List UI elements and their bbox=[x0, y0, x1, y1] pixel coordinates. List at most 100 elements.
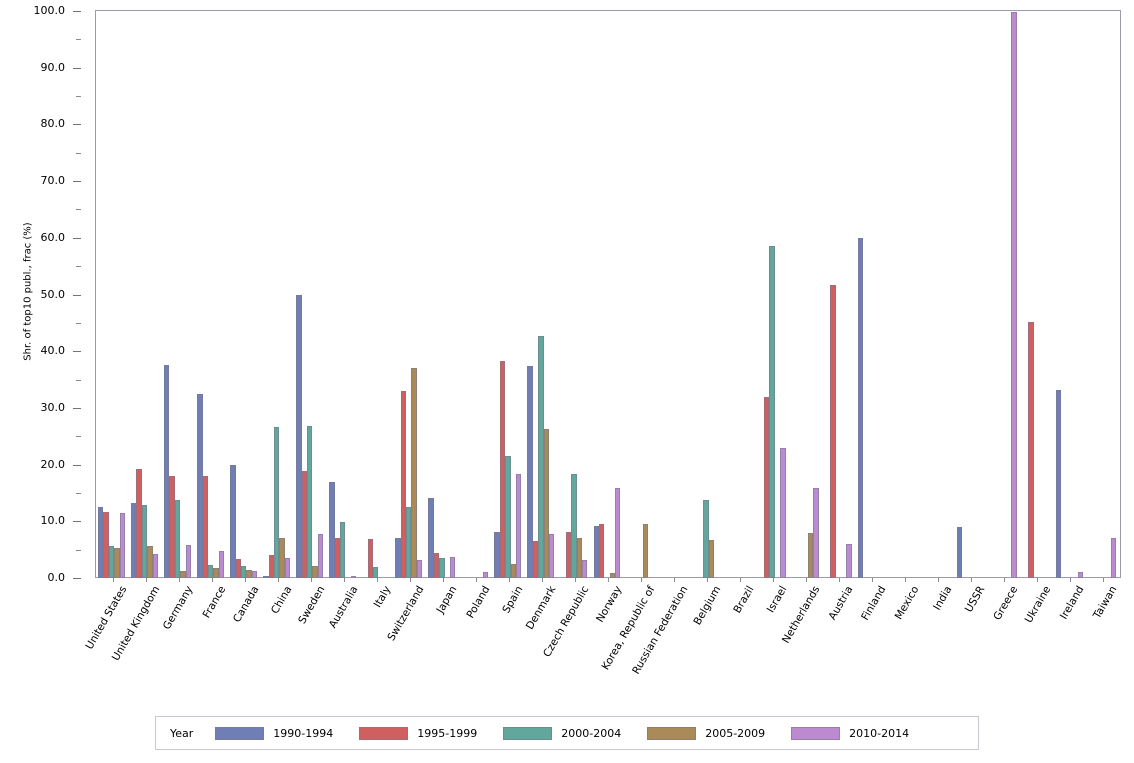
bar[interactable] bbox=[538, 335, 544, 578]
legend-swatch bbox=[359, 726, 409, 740]
bar[interactable] bbox=[505, 456, 511, 578]
bar[interactable] bbox=[499, 360, 506, 578]
legend-item[interactable]: 2010-2014 bbox=[791, 726, 909, 740]
legend-label: 1995-1999 bbox=[417, 726, 478, 740]
bar[interactable] bbox=[213, 567, 219, 578]
bar[interactable] bbox=[846, 543, 852, 578]
bar[interactable] bbox=[769, 246, 775, 578]
bar[interactable] bbox=[235, 559, 241, 578]
bar[interactable] bbox=[98, 507, 104, 578]
bar[interactable] bbox=[340, 522, 346, 578]
bar[interactable] bbox=[246, 569, 252, 578]
bar[interactable] bbox=[279, 538, 285, 578]
bar[interactable] bbox=[136, 469, 142, 578]
bar[interactable] bbox=[813, 487, 819, 578]
bar[interactable] bbox=[956, 526, 963, 578]
bar[interactable] bbox=[197, 393, 203, 578]
bar[interactable] bbox=[571, 474, 577, 578]
bar[interactable] bbox=[764, 397, 770, 578]
bar[interactable] bbox=[543, 429, 549, 578]
x-tick-mark bbox=[938, 578, 940, 582]
bar[interactable] bbox=[708, 540, 715, 578]
bar[interactable] bbox=[152, 553, 159, 578]
bar[interactable] bbox=[202, 475, 208, 578]
bar[interactable] bbox=[131, 503, 137, 578]
bar[interactable] bbox=[174, 500, 181, 578]
bar[interactable] bbox=[147, 546, 153, 578]
bar[interactable] bbox=[515, 473, 522, 578]
bar[interactable] bbox=[830, 285, 836, 578]
bar[interactable] bbox=[510, 563, 516, 578]
y-tick-mark bbox=[76, 39, 81, 41]
bar[interactable] bbox=[164, 365, 170, 578]
bar[interactable] bbox=[449, 557, 456, 578]
bar[interactable] bbox=[334, 538, 341, 578]
bar[interactable] bbox=[527, 365, 533, 578]
bar[interactable] bbox=[411, 368, 417, 578]
bar[interactable] bbox=[576, 538, 583, 578]
bars-layer bbox=[96, 11, 1120, 578]
bar[interactable] bbox=[180, 571, 186, 578]
x-tick-mark bbox=[574, 578, 576, 582]
bar[interactable] bbox=[494, 531, 500, 578]
bar[interactable] bbox=[240, 566, 247, 578]
bar[interactable] bbox=[807, 533, 814, 578]
bar[interactable] bbox=[615, 488, 621, 578]
bar[interactable] bbox=[532, 540, 539, 578]
bar-group bbox=[263, 11, 291, 578]
bar[interactable] bbox=[141, 504, 148, 578]
bar[interactable] bbox=[317, 533, 324, 578]
bar[interactable] bbox=[582, 560, 588, 578]
legend-item[interactable]: 1990-1994 bbox=[215, 726, 333, 740]
bar[interactable] bbox=[218, 551, 225, 578]
bar[interactable] bbox=[1055, 389, 1062, 578]
bar[interactable] bbox=[268, 555, 274, 578]
bar[interactable] bbox=[301, 471, 307, 578]
bar[interactable] bbox=[406, 507, 412, 578]
bar[interactable] bbox=[207, 564, 214, 578]
x-tick-mark bbox=[343, 578, 345, 582]
legend-item[interactable]: 1995-1999 bbox=[359, 726, 478, 740]
bar[interactable] bbox=[373, 566, 379, 578]
bar[interactable] bbox=[307, 426, 313, 578]
bar[interactable] bbox=[350, 575, 357, 578]
bar[interactable] bbox=[428, 497, 434, 578]
bar[interactable] bbox=[312, 565, 318, 578]
bar[interactable] bbox=[703, 499, 709, 578]
bar[interactable] bbox=[230, 464, 236, 578]
bar[interactable] bbox=[433, 553, 440, 578]
bar[interactable] bbox=[780, 448, 786, 578]
bar[interactable] bbox=[296, 294, 302, 578]
bar[interactable] bbox=[565, 531, 572, 578]
bar[interactable] bbox=[103, 511, 109, 578]
bar[interactable] bbox=[263, 576, 269, 578]
bar[interactable] bbox=[395, 538, 401, 578]
bar[interactable] bbox=[1011, 12, 1017, 578]
bar[interactable] bbox=[642, 524, 649, 578]
y-tick-label: 50.0 bbox=[40, 287, 66, 301]
bar[interactable] bbox=[1028, 322, 1034, 578]
bar[interactable] bbox=[482, 572, 489, 578]
bar[interactable] bbox=[593, 525, 599, 578]
bar[interactable] bbox=[1077, 572, 1083, 578]
legend-item[interactable]: 2005-2009 bbox=[647, 726, 765, 740]
bar[interactable] bbox=[284, 558, 291, 578]
bar[interactable] bbox=[108, 545, 115, 578]
bar[interactable] bbox=[1110, 538, 1116, 578]
bar[interactable] bbox=[609, 572, 616, 578]
bar[interactable] bbox=[185, 544, 192, 578]
bar[interactable] bbox=[329, 481, 335, 578]
bar[interactable] bbox=[549, 534, 555, 578]
bar[interactable] bbox=[114, 547, 120, 578]
bar[interactable] bbox=[251, 571, 258, 578]
bar[interactable] bbox=[416, 559, 423, 578]
bar[interactable] bbox=[598, 523, 605, 578]
bar[interactable] bbox=[367, 539, 374, 578]
legend-item[interactable]: 2000-2004 bbox=[503, 726, 621, 740]
bar[interactable] bbox=[119, 512, 125, 578]
bar[interactable] bbox=[400, 390, 407, 578]
bar[interactable] bbox=[439, 557, 445, 578]
bar[interactable] bbox=[857, 238, 864, 578]
bar[interactable] bbox=[273, 427, 280, 578]
bar[interactable] bbox=[169, 475, 175, 578]
